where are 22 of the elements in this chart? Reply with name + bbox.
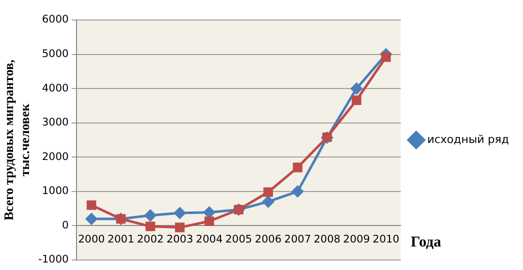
x-tick-label: 2005	[225, 234, 252, 246]
y-axis-title: Всего трудовых мигрантов, тыс.человек	[1, 60, 32, 220]
x-tick-label: 2000	[78, 234, 105, 246]
y-tick-label: 3000	[42, 116, 69, 129]
x-tick-label: 2003	[166, 234, 194, 246]
x-tick-label: 2010	[372, 234, 400, 246]
x-tick-label: 2007	[284, 234, 311, 246]
x-tick-label: 2002	[136, 234, 164, 246]
y-tick-label: 4000	[42, 82, 69, 94]
x-tick-label: 2009	[343, 234, 370, 246]
x-tick-label: 2001	[108, 234, 134, 246]
y-tick-label: 6000	[42, 14, 69, 26]
y-tick-label: 0	[62, 219, 69, 232]
x-axis-title: Года	[410, 234, 442, 251]
y-tick-label: 2000	[42, 150, 69, 163]
x-tick-label: 2004	[196, 234, 223, 246]
legend-label: исходный ряд	[427, 132, 510, 146]
y-tick-label: -1000	[38, 254, 69, 266]
y-tick-label: 1000	[42, 185, 69, 198]
x-tick-label: 2008	[314, 234, 340, 246]
x-tick-label: 2006	[254, 234, 282, 246]
y-tick-label: 5000	[42, 48, 69, 60]
